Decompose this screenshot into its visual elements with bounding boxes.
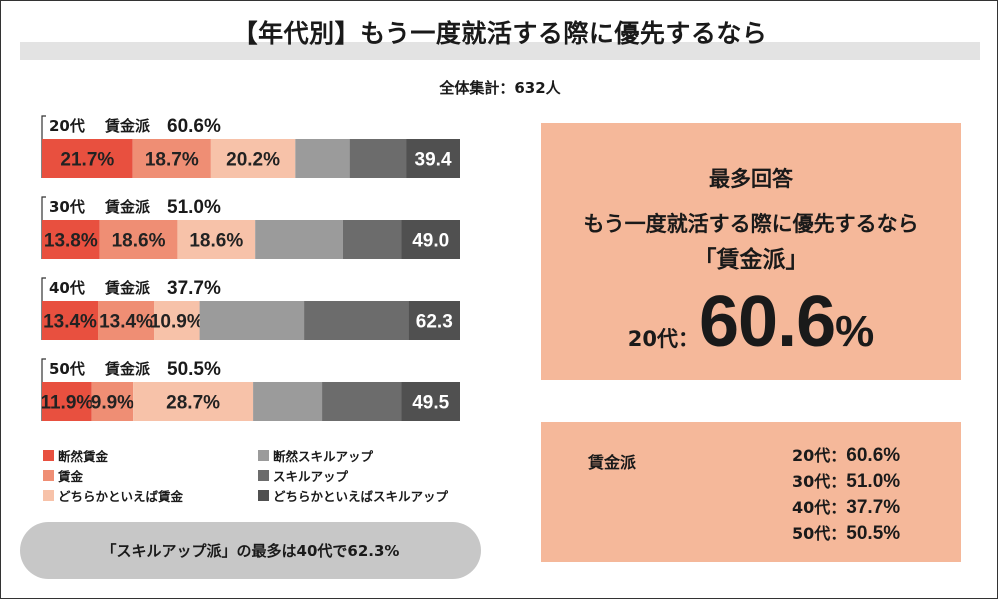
highlight-panel: 最多回答 もう一度就活する際に優先するなら 「賃金派」 20代：60.6% bbox=[541, 123, 961, 380]
skill-total-label: 62.3 bbox=[416, 312, 453, 333]
bar-data-label: 13.8% bbox=[44, 231, 98, 252]
bar-segment bbox=[177, 220, 256, 259]
bar-data-label: 9.9% bbox=[91, 393, 134, 414]
bar-segment bbox=[132, 139, 211, 178]
highlight-value-row: 20代：60.6% bbox=[541, 281, 961, 363]
bar-segment bbox=[295, 139, 350, 178]
bar-segment bbox=[99, 220, 178, 259]
bar-data-label: 13.4% bbox=[43, 312, 97, 333]
row-group-label: 賃金派 bbox=[104, 117, 151, 135]
bar-data-label: 18.6% bbox=[189, 231, 243, 252]
bar-data-label: 10.9% bbox=[150, 312, 204, 333]
legend-swatch bbox=[258, 490, 269, 501]
bar-data-label: 18.6% bbox=[112, 231, 166, 252]
highlight-value: 60.6 bbox=[698, 282, 836, 362]
row-group-value: 60.6% bbox=[167, 116, 221, 137]
summary-row-50s: 50代：50.5% bbox=[792, 523, 901, 544]
bar-segment bbox=[255, 220, 343, 259]
row-group-value: 50.5% bbox=[167, 359, 221, 380]
chart-title: 【年代別】もう一度就活する際に優先するなら bbox=[232, 19, 768, 48]
legend-swatch bbox=[43, 470, 54, 481]
bar-data-label: 21.7% bbox=[60, 150, 114, 171]
legend-swatch bbox=[43, 450, 54, 461]
highlight-heading: 最多回答 bbox=[709, 167, 793, 191]
summary-panel: 賃金派 20代：60.6% 30代：51.0% 40代：37.7% 50代：50… bbox=[541, 422, 961, 562]
legend-item-skill: スキルアップ bbox=[258, 466, 348, 485]
row-group-label: 賃金派 bbox=[104, 279, 151, 297]
bar-segment bbox=[304, 301, 409, 340]
bar-segment bbox=[342, 220, 402, 259]
bar-segment bbox=[42, 382, 92, 421]
bar-segment bbox=[349, 139, 407, 178]
skill-total-label: 49.5 bbox=[412, 393, 449, 414]
total-count: 全体集計：632人 bbox=[439, 79, 561, 97]
row-age-label: 20代 bbox=[49, 117, 85, 135]
row-group-value: 51.0% bbox=[167, 197, 221, 218]
legend-swatch bbox=[258, 450, 269, 461]
skill-total-label: 49.0 bbox=[412, 231, 449, 252]
legend-item-danzen-chingin: 断然賃金 bbox=[43, 446, 108, 465]
bar-segment bbox=[133, 382, 254, 421]
legend-swatch bbox=[43, 490, 54, 501]
bar-segment bbox=[253, 382, 323, 421]
row-age-label: 30代 bbox=[49, 198, 85, 216]
title-underline bbox=[20, 42, 980, 60]
legend-item-dochira-chingin: どちらかといえば賃金 bbox=[43, 486, 183, 505]
bar-segment bbox=[42, 220, 100, 259]
highlight-percent-sign: % bbox=[835, 307, 875, 356]
bar-segment bbox=[408, 301, 460, 340]
legend-item-dochira-skill: どちらかといえばスキルアップ bbox=[258, 486, 448, 505]
bar-data-label: 13.4% bbox=[99, 312, 153, 333]
bar-segment bbox=[322, 382, 402, 421]
row-age-label: 40代 bbox=[49, 279, 85, 297]
bar-segment bbox=[199, 301, 305, 340]
highlight-age-label: 20代： bbox=[627, 327, 699, 351]
summary-row-20s: 20代：60.6% bbox=[792, 445, 901, 466]
legend-item-danzen-skill: 断然スキルアップ bbox=[258, 446, 373, 465]
row-group-label: 賃金派 bbox=[104, 198, 151, 216]
bar-data-label: 28.7% bbox=[166, 393, 220, 414]
bar-segment bbox=[154, 301, 200, 340]
row-group-label: 賃金派 bbox=[104, 360, 151, 378]
bar-segment bbox=[401, 382, 460, 421]
summary-label: 賃金派 bbox=[588, 453, 637, 472]
skillup-callout: 「スキルアップ派」の最多は40代で62.3% bbox=[20, 522, 481, 579]
highlight-question: もう一度就活する際に優先するなら bbox=[583, 212, 919, 236]
summary-row-30s: 30代：51.0% bbox=[792, 471, 901, 492]
bar-data-label: 20.2% bbox=[226, 150, 280, 171]
legend-item-chingin: 賃金 bbox=[43, 466, 83, 485]
highlight-answer: 「賃金派」 bbox=[693, 247, 809, 273]
bar-segment bbox=[42, 139, 133, 178]
bar-segment bbox=[42, 301, 99, 340]
bar-segment bbox=[98, 301, 155, 340]
bar-data-label: 11.9% bbox=[40, 393, 93, 414]
skill-total-label: 39.4 bbox=[415, 150, 452, 171]
row-age-label: 50代 bbox=[49, 360, 85, 378]
bar-segment bbox=[210, 139, 296, 178]
bar-segment bbox=[401, 220, 460, 259]
legend-swatch bbox=[258, 470, 269, 481]
bar-segment bbox=[406, 139, 460, 178]
summary-row-40s: 40代：37.7% bbox=[792, 497, 901, 518]
bar-segment bbox=[91, 382, 134, 421]
row-group-value: 37.7% bbox=[167, 278, 221, 299]
bar-data-label: 18.7% bbox=[145, 150, 199, 171]
